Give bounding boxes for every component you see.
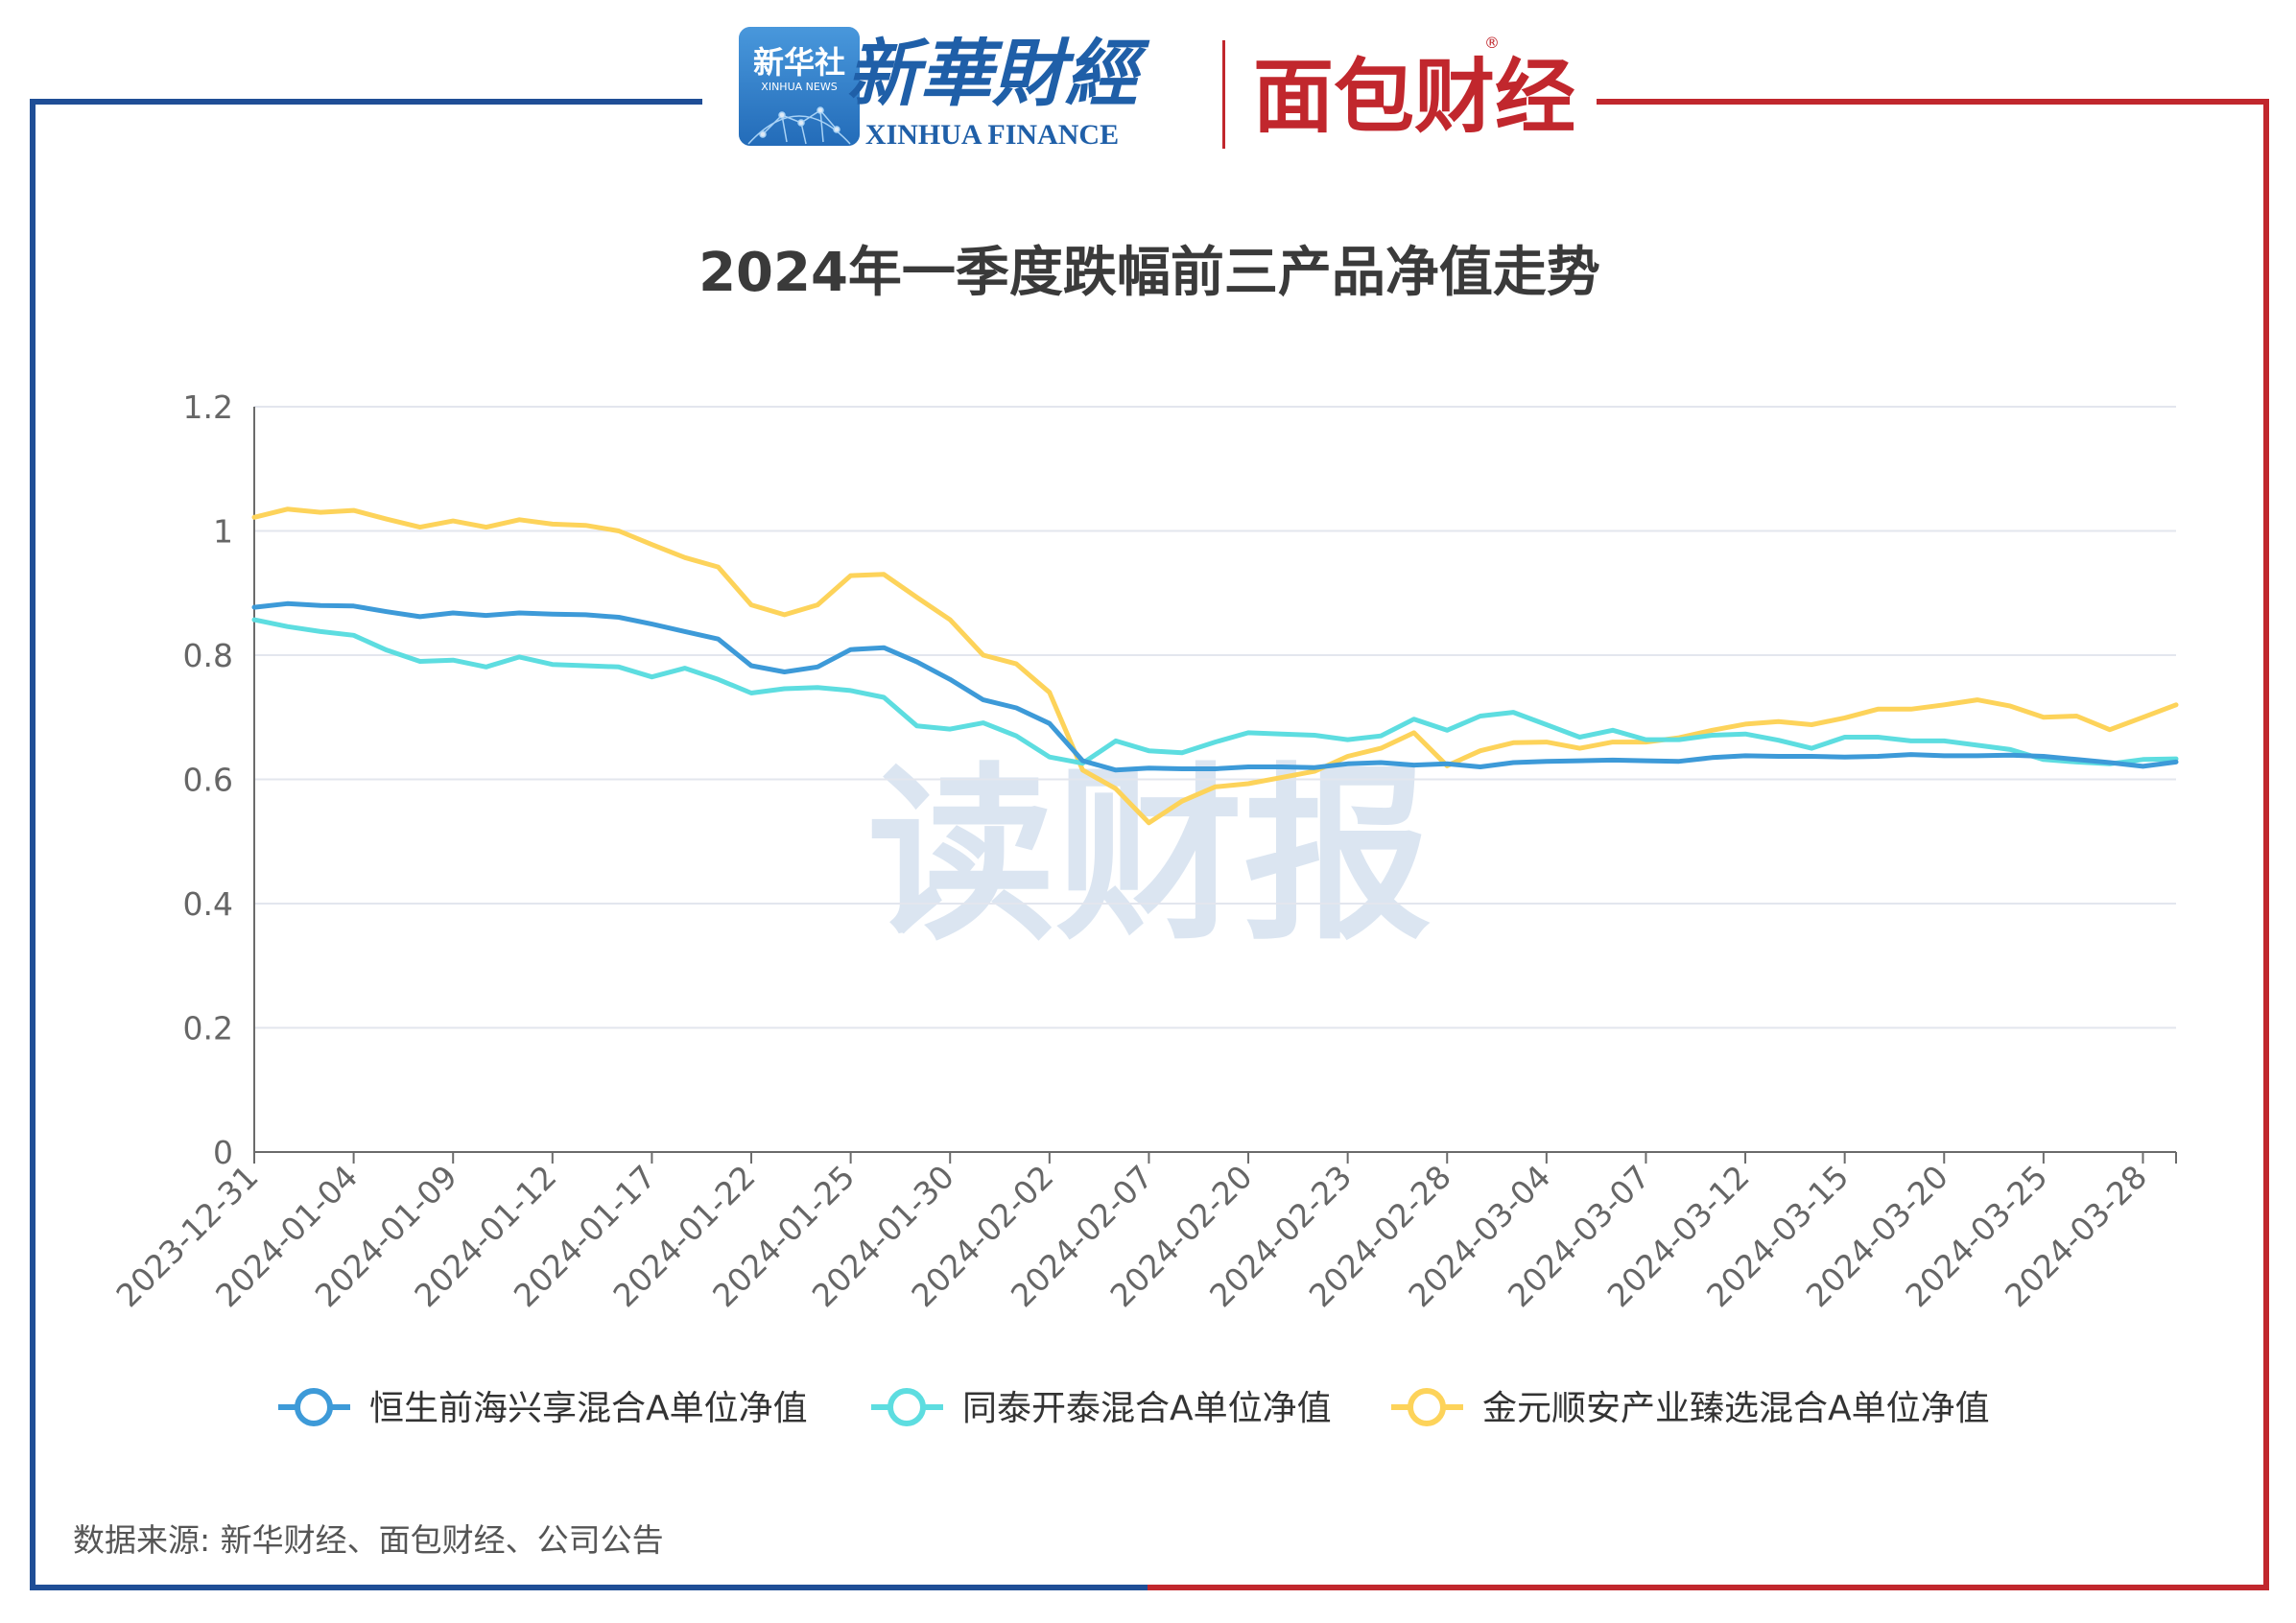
grid-lines <box>254 406 2176 1029</box>
chart-title: 2024年一季度跌幅前三产品净值走势 <box>698 242 1600 304</box>
xinhua-finance-logo: 新華財經 XINHUA FINANCE <box>846 31 1150 151</box>
legend: 恒生前海兴享混合A单位净值 同泰开泰混合A单位净值 金元顺安产业臻选混合A单位净值 <box>278 1388 1990 1428</box>
axes <box>253 407 2177 1164</box>
y-tick-label: 0.4 <box>183 885 233 923</box>
logo-divider <box>1222 40 1225 149</box>
series-lines <box>251 506 2179 826</box>
legend-item-2[interactable]: 同泰开泰混合A单位净值 <box>871 1388 1332 1428</box>
source-note: 数据来源: 新华财经、面包财经、公司公告 <box>73 1521 664 1559</box>
series-line-2 <box>251 617 2179 766</box>
x-axis-tick-labels: 2023-12-312024-01-042024-01-092024-01-12… <box>108 1158 2154 1314</box>
registered-mark: ® <box>1484 34 1500 52</box>
y-tick-label: 1 <box>213 513 233 551</box>
legend-label: 恒生前海兴享混合A单位净值 <box>369 1389 808 1428</box>
y-axis-tick-labels: 0 0.2 0.4 0.6 0.8 1 1.2 <box>183 388 233 1171</box>
xinhua-news-logo: 新华社 XINHUA NEWS <box>739 27 860 146</box>
mianbao-finance-logo: 面包财经 ® <box>1253 34 1575 144</box>
series-line-1 <box>251 600 2179 773</box>
xinhua-news-logo-sub: XINHUA NEWS <box>761 81 837 93</box>
legend-label: 同泰开泰混合A单位净值 <box>962 1389 1332 1428</box>
xinhua-news-logo-text: 新华社 <box>753 44 845 81</box>
network-globe-icon <box>747 106 851 145</box>
y-tick-label: 0 <box>213 1134 233 1171</box>
legend-circle-marker <box>295 1388 333 1426</box>
series-line-3 <box>251 506 2179 826</box>
legend-label: 金元顺安产业臻选混合A单位净值 <box>1482 1389 1990 1428</box>
legend-circle-marker <box>888 1388 926 1426</box>
legend-item-1[interactable]: 恒生前海兴享混合A单位净值 <box>278 1388 808 1428</box>
legend-item-3[interactable]: 金元顺安产业臻选混合A单位净值 <box>1391 1388 1990 1428</box>
frame-border-right <box>1148 99 2269 1590</box>
xinhua-finance-en: XINHUA FINANCE <box>865 119 1119 151</box>
y-tick-label: 1.2 <box>183 388 233 426</box>
y-tick-label: 0.6 <box>183 762 233 799</box>
xinhua-finance-cn: 新華財經 <box>846 31 1150 116</box>
mianbao-logo-text: 面包财经 <box>1253 50 1575 144</box>
frame-border-left <box>30 99 1148 1590</box>
watermark: 读财报 <box>867 747 1432 966</box>
legend-circle-marker <box>1408 1388 1446 1426</box>
y-tick-label: 0.2 <box>183 1010 233 1047</box>
y-tick-label: 0.8 <box>183 637 233 674</box>
